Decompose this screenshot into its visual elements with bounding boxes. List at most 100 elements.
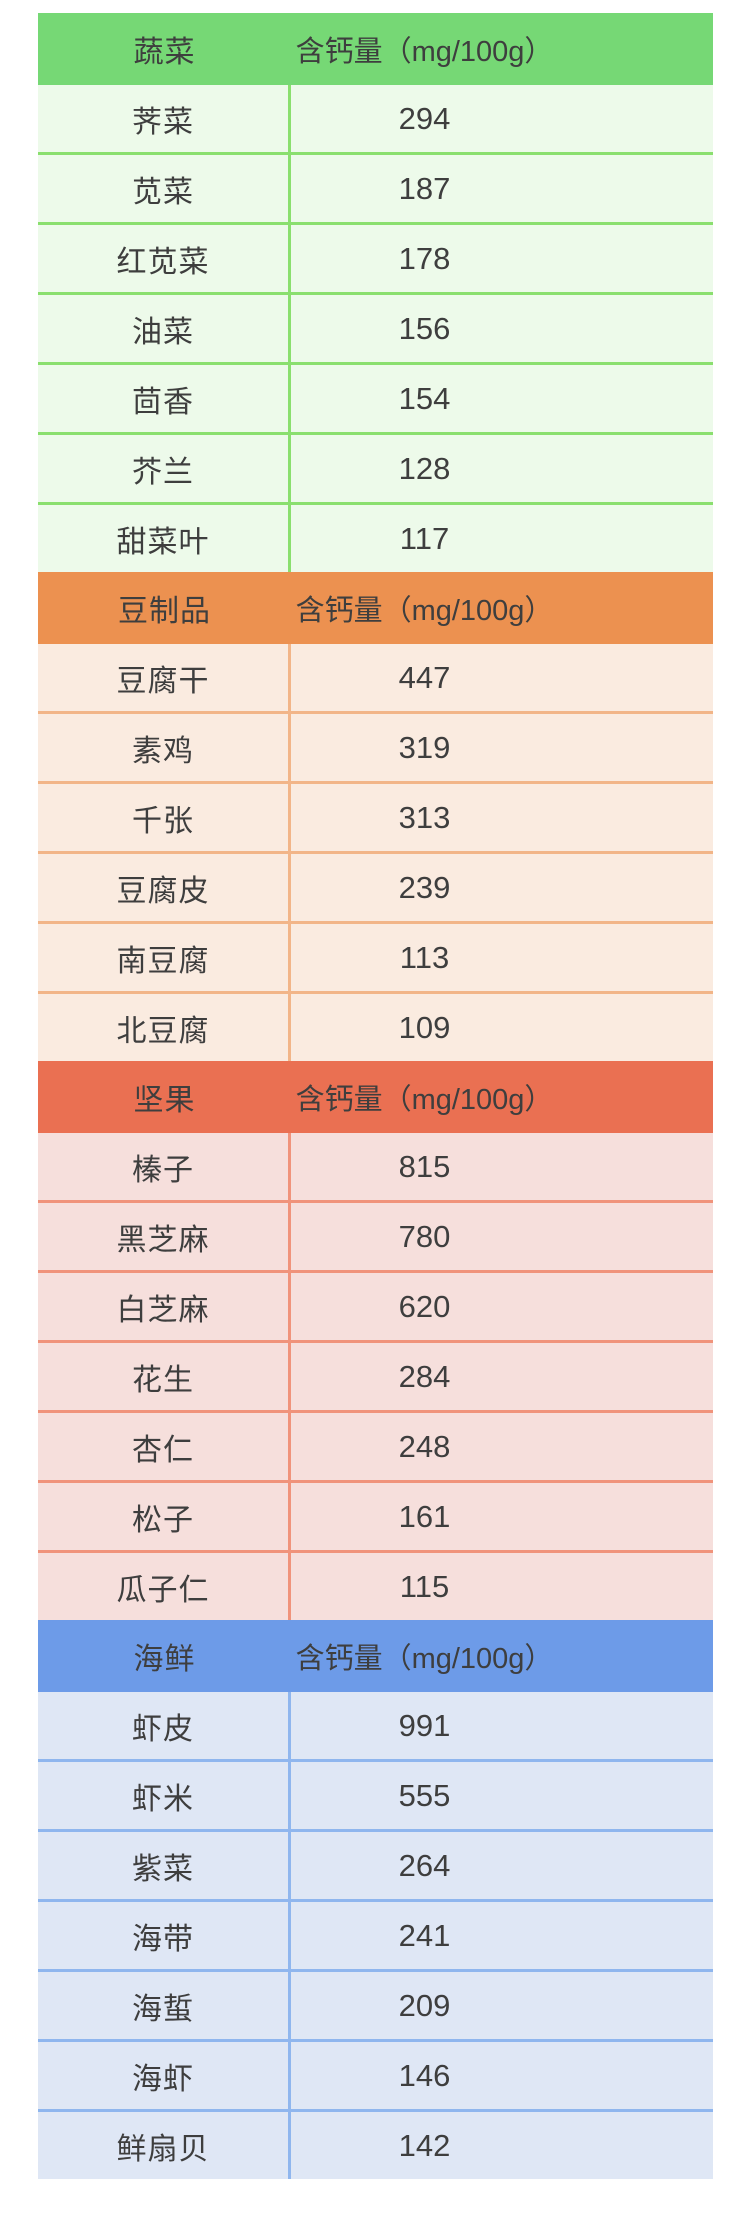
calcium-value-cell: 815 (398, 1148, 451, 1184)
food-name-cell: 南豆腐 (38, 924, 291, 991)
section-header-row: 豆制品 含钙量（mg/100g） (38, 572, 713, 644)
row-spacer (558, 1343, 713, 1410)
row-spacer (558, 85, 713, 152)
section-category-title: 蔬菜 (133, 36, 196, 69)
calcium-value-cell: 154 (398, 380, 451, 416)
calcium-column-header: 含钙量（mg/100g） (295, 1084, 554, 1116)
calcium-value-cell: 113 (399, 939, 450, 975)
calcium-value-cell: 991 (398, 1707, 451, 1743)
table-row: 油菜 156 (38, 292, 713, 362)
section-header-row: 海鲜 含钙量（mg/100g） (38, 1620, 713, 1692)
table-row: 千张 313 (38, 781, 713, 851)
food-name-cell: 虾米 (38, 1762, 291, 1829)
food-name-cell: 芥兰 (38, 435, 291, 502)
section-header-row: 坚果 含钙量（mg/100g） (38, 1061, 713, 1133)
food-name-cell: 松子 (38, 1483, 291, 1550)
calcium-value-cell: 128 (398, 450, 451, 486)
food-name-cell: 甜菜叶 (38, 505, 291, 572)
table-row: 鲜扇贝 142 (38, 2109, 713, 2179)
food-name-cell: 瓜子仁 (38, 1553, 291, 1620)
table-section: 豆制品 含钙量（mg/100g） 豆腐干 447 素鸡 319 千张 313 豆… (38, 572, 713, 1061)
calcium-value-cell: 264 (398, 1847, 451, 1883)
food-name-cell: 榛子 (38, 1133, 291, 1200)
calcium-value-cell: 319 (398, 729, 451, 765)
table-row: 素鸡 319 (38, 711, 713, 781)
food-name-cell: 白芝麻 (38, 1273, 291, 1340)
row-spacer (558, 924, 713, 991)
table-row: 红苋菜 178 (38, 222, 713, 292)
row-spacer (558, 714, 713, 781)
food-name-cell: 杏仁 (38, 1413, 291, 1480)
food-name-cell: 红苋菜 (38, 225, 291, 292)
section-header-row: 蔬菜 含钙量（mg/100g） (38, 13, 713, 85)
food-name-cell: 海带 (38, 1902, 291, 1969)
row-spacer (558, 295, 713, 362)
table-row: 甜菜叶 117 (38, 502, 713, 572)
calcium-value-cell: 284 (398, 1358, 451, 1394)
row-spacer (558, 2042, 713, 2109)
food-name-cell: 虾皮 (38, 1692, 291, 1759)
table-row: 杏仁 248 (38, 1410, 713, 1480)
calcium-value-cell: 115 (399, 1568, 450, 1604)
calcium-value-cell: 620 (398, 1288, 451, 1324)
row-spacer (558, 505, 713, 572)
calcium-value-cell: 161 (398, 1498, 451, 1534)
calcium-value-cell: 241 (398, 1917, 451, 1953)
table-row: 海带 241 (38, 1899, 713, 1969)
row-spacer (558, 1832, 713, 1899)
calcium-value-cell: 156 (398, 310, 451, 346)
row-spacer (558, 644, 713, 711)
calcium-value-cell: 555 (398, 1777, 451, 1813)
calcium-value-cell: 142 (398, 2127, 451, 2163)
calcium-value-cell: 313 (398, 799, 451, 835)
table-row: 苋菜 187 (38, 152, 713, 222)
table-row: 黑芝麻 780 (38, 1200, 713, 1270)
table-row: 榛子 815 (38, 1133, 713, 1200)
food-name-cell: 海虾 (38, 2042, 291, 2109)
row-spacer (558, 1762, 713, 1829)
section-category-title: 海鲜 (133, 1643, 196, 1676)
table-row: 北豆腐 109 (38, 991, 713, 1061)
table-row: 豆腐皮 239 (38, 851, 713, 921)
row-spacer (558, 854, 713, 921)
table-row: 南豆腐 113 (38, 921, 713, 991)
calcium-value-cell: 117 (399, 520, 450, 556)
row-spacer (558, 1273, 713, 1340)
calcium-value-cell: 178 (398, 240, 451, 276)
table-row: 花生 284 (38, 1340, 713, 1410)
calcium-value-cell: 294 (398, 100, 451, 136)
row-spacer (558, 225, 713, 292)
table-row: 荠菜 294 (38, 85, 713, 152)
table-row: 海蜇 209 (38, 1969, 713, 2039)
table-section: 海鲜 含钙量（mg/100g） 虾皮 991 虾米 555 紫菜 264 海带 … (38, 1620, 713, 2179)
food-name-cell: 黑芝麻 (38, 1203, 291, 1270)
food-name-cell: 千张 (38, 784, 291, 851)
calcium-column-header: 含钙量（mg/100g） (295, 36, 554, 68)
calcium-value-cell: 780 (398, 1218, 451, 1254)
calcium-value-cell: 239 (398, 869, 451, 905)
food-name-cell: 海蜇 (38, 1972, 291, 2039)
table-row: 瓜子仁 115 (38, 1550, 713, 1620)
calcium-value-cell: 209 (398, 1987, 451, 2023)
row-spacer (558, 1483, 713, 1550)
row-spacer (558, 1902, 713, 1969)
row-spacer (558, 2112, 713, 2179)
calcium-value-cell: 146 (398, 2057, 451, 2093)
row-spacer (558, 994, 713, 1061)
table-section: 坚果 含钙量（mg/100g） 榛子 815 黑芝麻 780 白芝麻 620 花… (38, 1061, 713, 1620)
row-spacer (558, 155, 713, 222)
table-row: 芥兰 128 (38, 432, 713, 502)
row-spacer (558, 1133, 713, 1200)
row-spacer (558, 784, 713, 851)
calcium-column-header: 含钙量（mg/100g） (295, 595, 554, 627)
table-row: 白芝麻 620 (38, 1270, 713, 1340)
row-spacer (558, 1553, 713, 1620)
calcium-value-cell: 447 (398, 659, 451, 695)
table-row: 虾皮 991 (38, 1692, 713, 1759)
food-name-cell: 紫菜 (38, 1832, 291, 1899)
row-spacer (558, 1413, 713, 1480)
calcium-value-cell: 248 (398, 1428, 451, 1464)
food-name-cell: 茴香 (38, 365, 291, 432)
table-row: 虾米 555 (38, 1759, 713, 1829)
row-spacer (558, 435, 713, 502)
